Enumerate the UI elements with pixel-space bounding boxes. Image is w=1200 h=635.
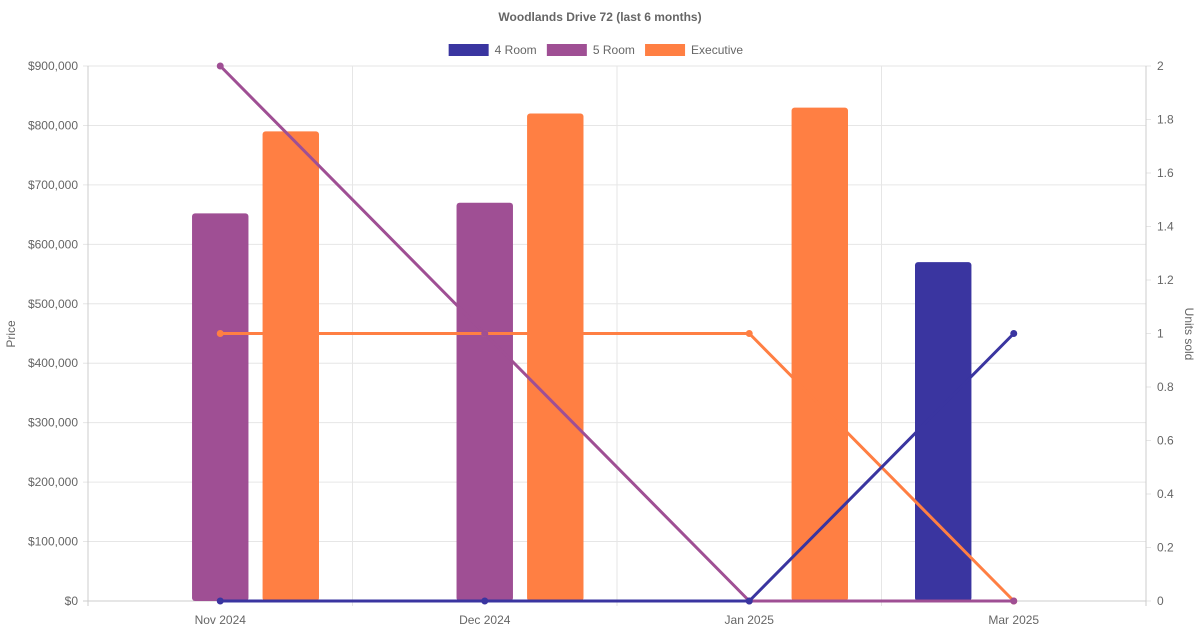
grid-lines <box>83 65 1151 606</box>
y-left-tick-label: $900,000 <box>28 59 78 73</box>
point-4-room[interactable] <box>481 597 489 605</box>
y-right-tick-label: 0 <box>1157 594 1164 608</box>
legend: 4 Room 5 Room Executive <box>448 43 743 57</box>
y-right-tick-label: 1.6 <box>1157 166 1174 180</box>
y-left-tick-label: $0 <box>65 594 79 608</box>
y-left-tick-label: $600,000 <box>28 237 78 251</box>
y-right-tick-label: 1.8 <box>1157 113 1174 127</box>
legend-label: 5 Room <box>593 43 635 57</box>
y-right-tick-label: 2 <box>1157 59 1164 73</box>
point-5-room[interactable] <box>216 62 224 70</box>
legend-swatch <box>645 44 686 56</box>
y-left-tick-label: $200,000 <box>28 475 78 489</box>
bar-5-room[interactable] <box>456 202 513 601</box>
chart-title: Woodlands Drive 72 (last 6 months) <box>498 10 701 24</box>
point-executive[interactable] <box>745 330 753 337</box>
y-right-tick-label: 0.8 <box>1157 380 1174 394</box>
point-executive[interactable] <box>216 330 224 337</box>
y-left-tick-label: $500,000 <box>28 297 78 311</box>
legend-item-executive[interactable]: Executive <box>645 43 743 57</box>
legend-swatch <box>448 44 489 56</box>
line-marks <box>216 62 1018 605</box>
y-left-tick-label: $800,000 <box>28 118 78 132</box>
y-right-tick-label: 0.2 <box>1157 541 1174 555</box>
line-4-room <box>220 332 1015 603</box>
axes: $0 $100,000 $200,000 $300,000 $400,000 $500,0… <box>28 59 1174 627</box>
y-axis-right-label: Units sold <box>1182 308 1196 361</box>
y-left-tick-label: $400,000 <box>28 356 78 370</box>
point-5-room[interactable] <box>1010 597 1018 605</box>
x-tick-label: Dec 2024 <box>459 613 511 627</box>
x-tick-label: Nov 2024 <box>195 613 247 627</box>
y-right-tick-label: 0.4 <box>1157 487 1174 501</box>
bar-executive[interactable] <box>262 131 319 601</box>
legend-swatch <box>546 44 587 56</box>
y-right-tick-label: 1 <box>1157 327 1164 341</box>
legend-item-5-room[interactable]: 5 Room <box>546 43 635 57</box>
bar-executive[interactable] <box>527 113 584 602</box>
bar-marks <box>192 107 972 602</box>
legend-item-4-room[interactable]: 4 Room <box>448 43 537 57</box>
point-5-room[interactable] <box>481 330 489 337</box>
line-5-room <box>219 64 1014 603</box>
x-tick-label: Mar 2025 <box>988 613 1039 627</box>
y-right-tick-label: 1.2 <box>1157 273 1174 287</box>
y-axis-left-label: Price <box>4 320 18 348</box>
y-right-tick-label: 1.4 <box>1157 220 1174 234</box>
y-right-tick-label: 0.6 <box>1157 434 1174 448</box>
legend-label: 4 Room <box>495 43 537 57</box>
point-4-room[interactable] <box>745 597 753 605</box>
point-4-room[interactable] <box>216 597 224 605</box>
y-left-tick-label: $100,000 <box>28 535 78 549</box>
bar-5-room[interactable] <box>192 213 249 601</box>
legend-label: Executive <box>691 43 743 57</box>
bar-executive[interactable] <box>791 107 848 601</box>
x-tick-label: Jan 2025 <box>725 613 775 627</box>
y-left-tick-label: $300,000 <box>28 416 78 430</box>
y-left-tick-label: $700,000 <box>28 178 78 192</box>
point-4-room[interactable] <box>1010 330 1018 337</box>
